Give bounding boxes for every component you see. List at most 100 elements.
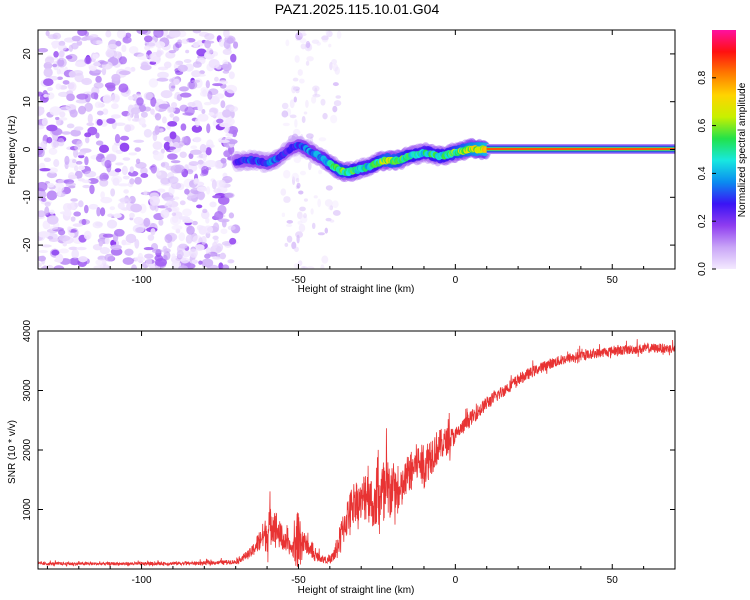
noise-blob xyxy=(38,106,45,116)
snr-x-ticks: -100 -50 0 50 xyxy=(46,331,676,586)
noise-blob xyxy=(140,167,148,175)
noise-blob xyxy=(88,203,99,210)
noise-blob xyxy=(168,50,177,54)
noise-blob xyxy=(329,219,335,223)
noise-blob xyxy=(72,223,84,227)
noise-blob xyxy=(48,225,59,230)
x-tick-label: 50 xyxy=(607,275,619,286)
noise-blob xyxy=(213,188,222,194)
noise-blob xyxy=(318,137,327,142)
noise-blob xyxy=(332,209,341,216)
noise-blob xyxy=(122,175,130,180)
snr-series-line xyxy=(38,339,675,567)
noise-blob xyxy=(41,117,48,127)
noise-blob xyxy=(58,235,71,242)
noise-blob xyxy=(306,266,315,269)
noise-blob xyxy=(105,30,112,38)
spectrogram-x-axis-label: Height of straight line (km) xyxy=(298,284,415,295)
noise-blob xyxy=(190,149,203,155)
noise-blob xyxy=(111,103,119,110)
noise-blob xyxy=(54,116,60,121)
noise-blob xyxy=(311,96,317,104)
noise-blob xyxy=(76,246,87,251)
noise-blob xyxy=(212,222,220,233)
noise-blob xyxy=(92,53,99,60)
noise-blob xyxy=(118,56,127,65)
noise-blob xyxy=(94,101,103,109)
chart-title: PAZ1.2025.115.10.01.G04 xyxy=(275,1,440,17)
noise-blob xyxy=(96,206,101,217)
noise-blob xyxy=(194,73,206,77)
noise-blob xyxy=(203,101,212,106)
noise-blob xyxy=(41,197,47,202)
noise-blob xyxy=(93,82,104,89)
spectrogram-y-ticks: -20 -10 0 10 20 xyxy=(22,48,675,252)
noise-blob xyxy=(185,234,193,244)
noise-blob xyxy=(232,41,239,49)
noise-blob xyxy=(192,235,203,244)
noise-blob xyxy=(39,168,51,172)
colorbar-tick-label: 0.4 xyxy=(697,166,708,180)
noise-blob xyxy=(143,246,154,251)
noise-blob xyxy=(298,30,306,37)
noise-blob xyxy=(306,133,314,139)
noise-blob xyxy=(82,179,92,184)
noise-blob xyxy=(180,257,190,264)
noise-blob xyxy=(225,84,238,94)
noise-blob xyxy=(66,123,75,129)
noise-blob xyxy=(331,200,339,208)
noise-blob xyxy=(73,211,81,217)
noise-blob xyxy=(181,250,191,258)
noise-blob xyxy=(115,40,122,47)
noise-blob xyxy=(157,188,166,193)
noise-blob xyxy=(77,154,85,159)
noise-blob xyxy=(206,47,214,55)
noise-blob xyxy=(152,141,163,150)
noise-blob xyxy=(84,102,93,112)
noise-blob xyxy=(324,227,329,234)
noise-blob xyxy=(225,133,234,137)
noise-blob xyxy=(86,122,95,127)
noise-blob xyxy=(47,235,54,240)
noise-blob xyxy=(130,203,143,213)
noise-blob xyxy=(118,83,129,93)
noise-blob xyxy=(281,212,286,218)
noise-blob xyxy=(101,67,107,76)
noise-blob xyxy=(61,131,71,135)
noise-blob xyxy=(46,124,58,132)
noise-blob xyxy=(75,160,83,165)
noise-blob xyxy=(196,48,207,57)
noise-blob xyxy=(114,133,121,144)
noise-blob xyxy=(87,113,93,124)
noise-blob xyxy=(133,139,145,143)
noise-blob xyxy=(204,159,217,168)
noise-blob xyxy=(218,218,230,223)
noise-blob xyxy=(106,118,116,124)
noise-blob xyxy=(206,123,211,134)
noise-blob xyxy=(318,169,323,175)
noise-blob xyxy=(129,178,135,185)
noise-blob xyxy=(218,179,226,188)
noise-blob xyxy=(110,188,116,197)
noise-blob xyxy=(218,38,226,47)
noise-blob xyxy=(160,148,165,154)
noise-blob xyxy=(178,243,188,249)
noise-blob xyxy=(84,31,89,37)
noise-blob xyxy=(93,265,106,269)
noise-blob xyxy=(135,158,141,164)
tone-core xyxy=(486,147,675,151)
noise-blob xyxy=(167,146,177,150)
noise-blob xyxy=(172,206,180,213)
noise-blob xyxy=(328,206,333,211)
noise-blob xyxy=(38,262,42,268)
noise-blob xyxy=(52,140,59,148)
noise-blob xyxy=(55,253,64,263)
x-tick-label: -50 xyxy=(291,275,306,286)
noise-blob xyxy=(192,61,202,68)
noise-blob xyxy=(106,84,116,92)
noise-blob xyxy=(227,139,238,145)
noise-blob xyxy=(44,206,50,216)
noise-blob xyxy=(166,106,174,114)
noise-blob xyxy=(85,136,90,144)
